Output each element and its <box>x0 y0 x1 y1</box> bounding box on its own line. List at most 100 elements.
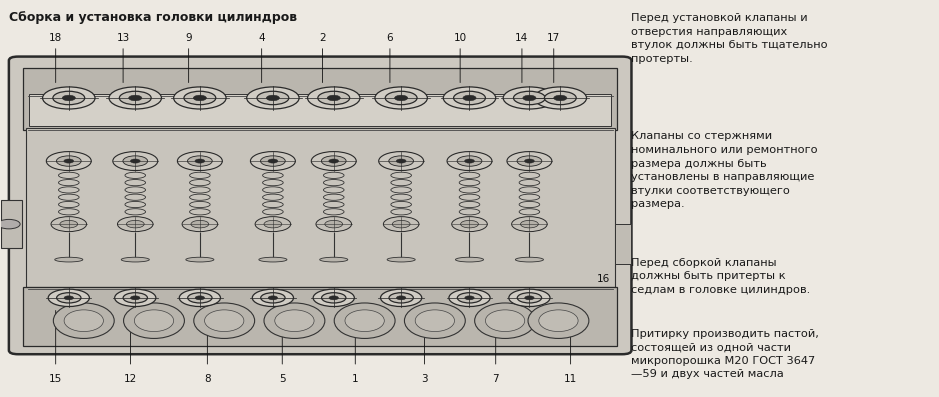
Circle shape <box>329 296 338 300</box>
Text: 10: 10 <box>454 33 467 43</box>
Circle shape <box>325 220 343 228</box>
Circle shape <box>465 159 474 163</box>
Circle shape <box>517 156 542 166</box>
Circle shape <box>517 293 542 303</box>
Bar <box>23 68 618 129</box>
Circle shape <box>378 152 423 170</box>
Text: 17: 17 <box>547 33 561 43</box>
Circle shape <box>554 95 567 101</box>
Bar <box>29 94 611 125</box>
Circle shape <box>184 91 216 105</box>
Circle shape <box>56 156 81 166</box>
Circle shape <box>247 87 300 109</box>
Text: 15: 15 <box>49 374 62 384</box>
Circle shape <box>261 293 285 303</box>
Ellipse shape <box>134 310 174 331</box>
Text: 14: 14 <box>516 33 529 43</box>
Circle shape <box>503 87 556 109</box>
Ellipse shape <box>264 303 325 339</box>
Circle shape <box>119 91 151 105</box>
Circle shape <box>316 217 351 231</box>
Circle shape <box>115 289 156 306</box>
Text: Притирку производить пастой,
состоящей из одной части
микропорошка М20 ГОСТ 3647: Притирку производить пастой, состоящей и… <box>630 329 819 380</box>
Circle shape <box>131 296 140 300</box>
Ellipse shape <box>415 310 454 331</box>
Ellipse shape <box>334 303 395 339</box>
Circle shape <box>53 91 85 105</box>
Circle shape <box>375 87 427 109</box>
Circle shape <box>253 289 294 306</box>
Circle shape <box>191 220 208 228</box>
Ellipse shape <box>54 257 83 262</box>
Circle shape <box>457 293 482 303</box>
Circle shape <box>385 91 417 105</box>
Circle shape <box>123 156 147 166</box>
Circle shape <box>449 289 490 306</box>
Circle shape <box>109 87 162 109</box>
Circle shape <box>383 217 419 231</box>
Text: 7: 7 <box>492 374 499 384</box>
Text: 9: 9 <box>185 33 192 43</box>
Circle shape <box>60 220 78 228</box>
Circle shape <box>46 152 91 170</box>
Circle shape <box>177 152 223 170</box>
Ellipse shape <box>516 257 544 262</box>
Circle shape <box>512 217 547 231</box>
Circle shape <box>327 95 340 101</box>
Circle shape <box>465 296 474 300</box>
Ellipse shape <box>319 257 347 262</box>
Circle shape <box>195 296 205 300</box>
Circle shape <box>525 296 534 300</box>
Circle shape <box>64 296 73 300</box>
Circle shape <box>42 87 95 109</box>
Circle shape <box>313 289 354 306</box>
Ellipse shape <box>124 303 184 339</box>
Text: Сборка и установка головки цилиндров: Сборка и установка головки цилиндров <box>8 11 297 24</box>
Circle shape <box>188 293 212 303</box>
Circle shape <box>317 91 349 105</box>
Circle shape <box>389 293 413 303</box>
Circle shape <box>48 289 89 306</box>
Circle shape <box>394 95 408 101</box>
Circle shape <box>127 220 145 228</box>
Circle shape <box>380 289 422 306</box>
Ellipse shape <box>121 257 149 262</box>
Circle shape <box>457 156 482 166</box>
Ellipse shape <box>405 303 466 339</box>
Text: 11: 11 <box>564 374 577 384</box>
Circle shape <box>509 289 550 306</box>
Bar <box>1 200 22 248</box>
Ellipse shape <box>64 310 103 331</box>
Bar <box>25 127 615 287</box>
Circle shape <box>443 87 496 109</box>
Circle shape <box>447 152 492 170</box>
Ellipse shape <box>205 310 244 331</box>
Circle shape <box>454 91 485 105</box>
Bar <box>615 224 631 264</box>
Circle shape <box>514 91 546 105</box>
Text: Клапаны со стержнями
номинального или ремонтного
размера должны быть
установлены: Клапаны со стержнями номинального или ре… <box>630 131 817 210</box>
Circle shape <box>56 293 81 303</box>
Circle shape <box>321 156 346 166</box>
Text: 1: 1 <box>352 374 359 384</box>
Circle shape <box>525 159 534 163</box>
Circle shape <box>117 217 153 231</box>
Circle shape <box>260 156 285 166</box>
Circle shape <box>308 87 360 109</box>
Circle shape <box>268 159 278 163</box>
Text: 16: 16 <box>597 274 610 284</box>
Ellipse shape <box>275 310 314 331</box>
Ellipse shape <box>474 303 535 339</box>
Circle shape <box>389 156 413 166</box>
Circle shape <box>179 289 221 306</box>
Circle shape <box>0 220 20 229</box>
Text: 4: 4 <box>258 33 265 43</box>
Circle shape <box>123 293 147 303</box>
Circle shape <box>193 95 207 101</box>
Text: 13: 13 <box>116 33 130 43</box>
Circle shape <box>257 91 289 105</box>
Circle shape <box>62 95 75 101</box>
Text: 12: 12 <box>124 374 137 384</box>
Text: 3: 3 <box>422 374 428 384</box>
Circle shape <box>255 217 291 231</box>
